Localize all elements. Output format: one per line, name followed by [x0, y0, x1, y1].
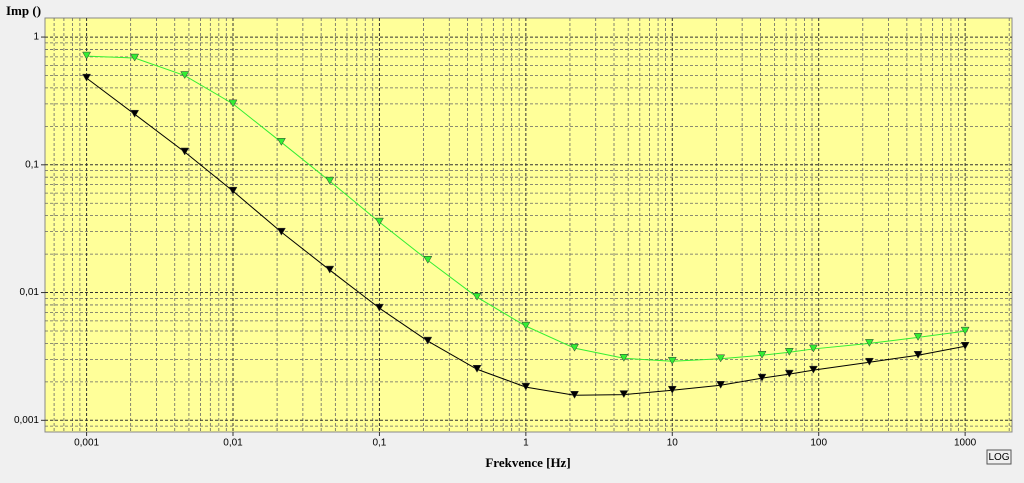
y-axis-label: Imp (): [6, 3, 41, 18]
marker: [521, 321, 531, 330]
marker: [784, 369, 794, 378]
marker: [374, 303, 384, 312]
x-tick-label: 0,001: [74, 438, 99, 449]
marker: [784, 348, 794, 356]
log-button-frame[interactable]: [986, 449, 1012, 465]
marker: [864, 357, 874, 366]
marker: [276, 138, 286, 146]
marker: [913, 351, 923, 359]
log-button-text[interactable]: LOG: [988, 452, 1009, 463]
marker: [130, 53, 140, 62]
marker: [325, 176, 335, 185]
series-line: [86, 55, 966, 362]
marker: [82, 51, 92, 60]
x-tick-label: 1000: [954, 438, 977, 449]
marker: [228, 186, 238, 195]
y-tick-label: 0,1: [25, 159, 39, 170]
x-axis-label: Frekvence [Hz]: [485, 455, 570, 470]
plot-area: [44, 17, 1013, 433]
marker: [864, 339, 874, 347]
grid: [45, 18, 1012, 432]
marker: [472, 365, 482, 373]
marker: [757, 373, 767, 382]
marker: [472, 292, 482, 301]
marker: [374, 217, 384, 226]
marker: [667, 385, 677, 394]
marker: [180, 71, 190, 80]
marker: [82, 73, 92, 82]
marker: [325, 265, 335, 274]
marker: [619, 390, 629, 399]
marker: [570, 343, 579, 352]
series-line: [86, 77, 966, 396]
y-tick-label: 0,01: [20, 287, 40, 298]
marker: [276, 227, 286, 236]
marker: [757, 351, 767, 359]
marker: [667, 356, 677, 365]
marker: [423, 336, 433, 345]
marker: [619, 354, 629, 362]
marker: [423, 256, 433, 264]
marker: [228, 99, 238, 108]
marker: [808, 365, 818, 374]
marker: [913, 333, 923, 341]
marker: [808, 344, 818, 353]
y-tick-label: 0,001: [14, 415, 39, 426]
marker: [521, 382, 531, 391]
marker: [716, 381, 726, 389]
x-tick-label: 10: [667, 438, 679, 449]
log-button[interactable]: LOG: [986, 449, 1012, 465]
marker: [960, 326, 970, 335]
x-tick-label: 0,01: [223, 438, 243, 449]
marker: [130, 109, 140, 118]
x-tick-label: 0,1: [372, 438, 386, 449]
marker: [960, 341, 970, 350]
marker: [570, 391, 579, 399]
x-tick-label: 1: [523, 438, 529, 449]
x-tick-label: 100: [810, 438, 827, 449]
marker: [716, 354, 726, 363]
y-tick-label: 1: [33, 32, 39, 43]
marker: [180, 147, 190, 156]
